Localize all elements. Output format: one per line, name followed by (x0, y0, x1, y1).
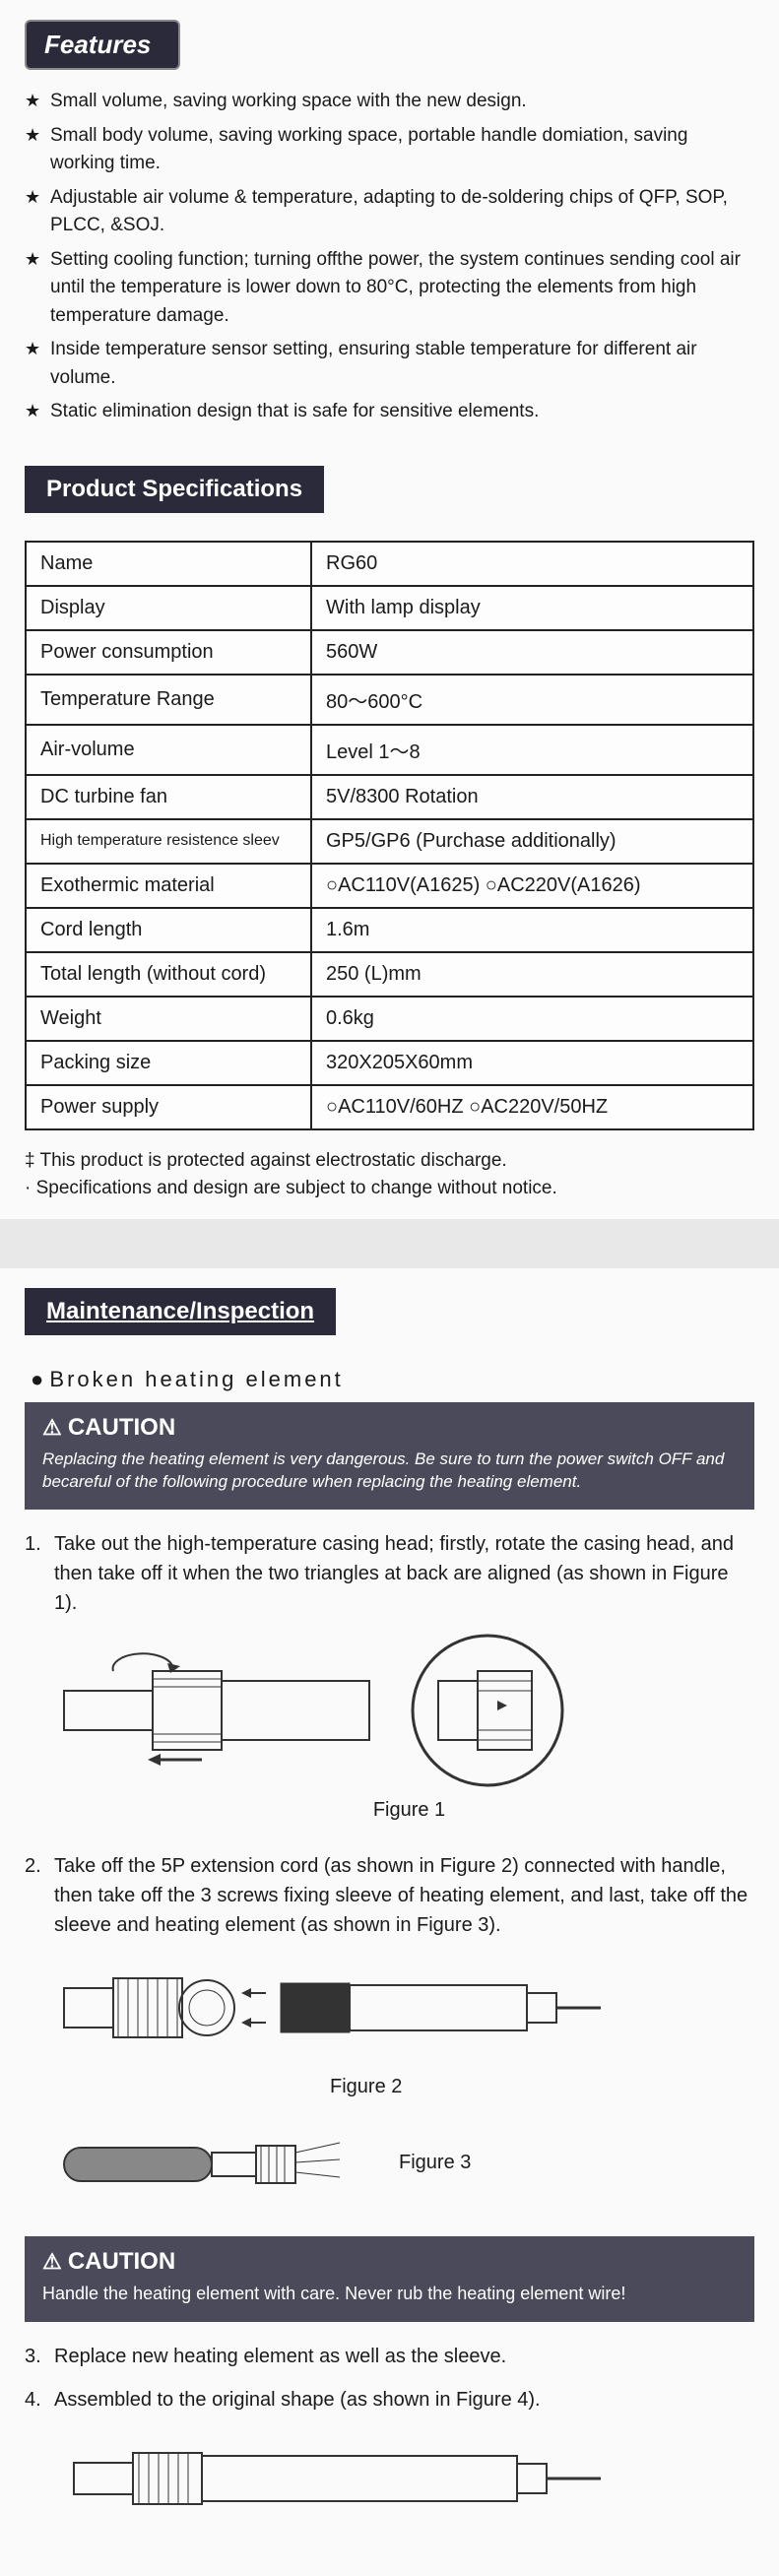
figure-1-area: Figure 1 (54, 1632, 754, 1822)
spec-label: Cord length (26, 908, 311, 952)
spec-notes: ‡ This product is protected against elec… (25, 1150, 754, 1199)
spec-label: Packing size (26, 1041, 311, 1085)
caution-box-1: CAUTION Replacing the heating element is… (25, 1402, 754, 1511)
step-number: 4. (25, 2385, 41, 2415)
figure-1-diagram (54, 1642, 389, 1779)
table-row: Weight0.6kg (26, 997, 753, 1041)
note-line: ‡ This product is protected against elec… (25, 1150, 754, 1172)
spec-label: Display (26, 586, 311, 630)
spec-label: DC turbine fan (26, 775, 311, 819)
table-row: High temperature resistence sleevGP5/GP6… (26, 819, 753, 864)
figure-4-diagram (54, 2428, 606, 2527)
step-number: 1. (25, 1529, 41, 1559)
spec-value: 1.6m (311, 908, 753, 952)
feature-item: Setting cooling function; turning offthe… (25, 246, 754, 331)
table-row: NameRG60 (26, 542, 753, 586)
table-row: Packing size320X205X60mm (26, 1041, 753, 1085)
caution-body: Handle the heating element with care. Ne… (42, 2282, 737, 2306)
document-page: Features Small volume, saving working sp… (0, 0, 779, 2576)
spec-value: 80～600°C (311, 675, 753, 725)
figure-1-label: Figure 1 (64, 1799, 754, 1822)
spec-value: RG60 (311, 542, 753, 586)
spec-label: Power consumption (26, 630, 311, 675)
table-row: Air-volumeLevel 1～8 (26, 725, 753, 775)
figure-2-area: Figure 2 (54, 1954, 754, 2098)
specifications-header: Product Specifications (25, 466, 324, 513)
table-row: Power supply○AC110V/60HZ ○AC220V/50HZ (26, 1085, 753, 1129)
figure-3-diagram (54, 2118, 369, 2207)
step-text: Assembled to the original shape (as show… (54, 2389, 541, 2411)
table-row: Exothermic material○AC110V(A1625) ○AC220… (26, 864, 753, 908)
spec-value: 560W (311, 630, 753, 675)
features-header: Features (25, 20, 180, 70)
step-number: 3. (25, 2342, 41, 2371)
spec-label: Temperature Range (26, 675, 311, 725)
feature-item: Inside temperature sensor setting, ensur… (25, 336, 754, 392)
table-row: Cord length1.6m (26, 908, 753, 952)
step-text: Take out the high-temperature casing hea… (54, 1533, 734, 1614)
spec-value: 0.6kg (311, 997, 753, 1041)
spec-label: Exothermic material (26, 864, 311, 908)
figure-3-label: Figure 3 (399, 2152, 471, 2174)
spec-value: ○AC110V(A1625) ○AC220V(A1626) (311, 864, 753, 908)
step-text: Replace new heating element as well as t… (54, 2346, 506, 2367)
spec-value: Level 1～8 (311, 725, 753, 775)
table-row: DisplayWith lamp display (26, 586, 753, 630)
page-gap (0, 1219, 779, 1268)
spec-value: 250 (L)mm (311, 952, 753, 997)
caution-title: CAUTION (42, 1414, 737, 1442)
feature-item: Adjustable air volume & temperature, ada… (25, 184, 754, 240)
caution-body: Replacing the heating element is very da… (42, 1448, 737, 1495)
spec-value: With lamp display (311, 586, 753, 630)
features-list: Small volume, saving working space with … (25, 88, 754, 426)
maintenance-header: Maintenance/Inspection (25, 1288, 336, 1335)
spec-value: GP5/GP6 (Purchase additionally) (311, 819, 753, 864)
step-4: 4. Assembled to the original shape (as s… (25, 2385, 754, 2415)
feature-item: Small volume, saving working space with … (25, 88, 754, 116)
step-1: 1. Take out the high-temperature casing … (25, 1529, 754, 1618)
spec-value: 5V/8300 Rotation (311, 775, 753, 819)
table-row: Total length (without cord)250 (L)mm (26, 952, 753, 997)
spec-label: High temperature resistence sleev (26, 819, 311, 864)
table-row: Temperature Range80～600°C (26, 675, 753, 725)
step-number: 2. (25, 1851, 41, 1881)
spec-value: ○AC110V/60HZ ○AC220V/50HZ (311, 1085, 753, 1129)
spec-label: Air-volume (26, 725, 311, 775)
figure-1-detail (409, 1632, 566, 1789)
spec-label: Name (26, 542, 311, 586)
step-2: 2. Take off the 5P extension cord (as sh… (25, 1851, 754, 1940)
spec-label: Weight (26, 997, 311, 1041)
caution-box-2: CAUTION Handle the heating element with … (25, 2236, 754, 2322)
step-3: 3. Replace new heating element as well a… (25, 2342, 754, 2371)
spec-value: 320X205X60mm (311, 1041, 753, 1085)
table-row: Power consumption560W (26, 630, 753, 675)
specifications-table: NameRG60DisplayWith lamp displayPower co… (25, 541, 754, 1130)
note-line: · Specifications and design are subject … (25, 1178, 754, 1199)
maintenance-subheader: Broken heating element (31, 1367, 754, 1392)
figure-3-area: Figure 3 (54, 2118, 754, 2207)
figure-2-label: Figure 2 (330, 2076, 754, 2098)
feature-item: Static elimination design that is safe f… (25, 398, 754, 426)
figure-4-area (54, 2428, 754, 2527)
spec-label: Power supply (26, 1085, 311, 1129)
spec-label: Total length (without cord) (26, 952, 311, 997)
step-text: Take off the 5P extension cord (as shown… (54, 1855, 747, 1936)
figure-2-diagram (54, 1954, 606, 2062)
table-row: DC turbine fan5V/8300 Rotation (26, 775, 753, 819)
feature-item: Small body volume, saving working space,… (25, 122, 754, 178)
caution-title: CAUTION (42, 2248, 737, 2276)
